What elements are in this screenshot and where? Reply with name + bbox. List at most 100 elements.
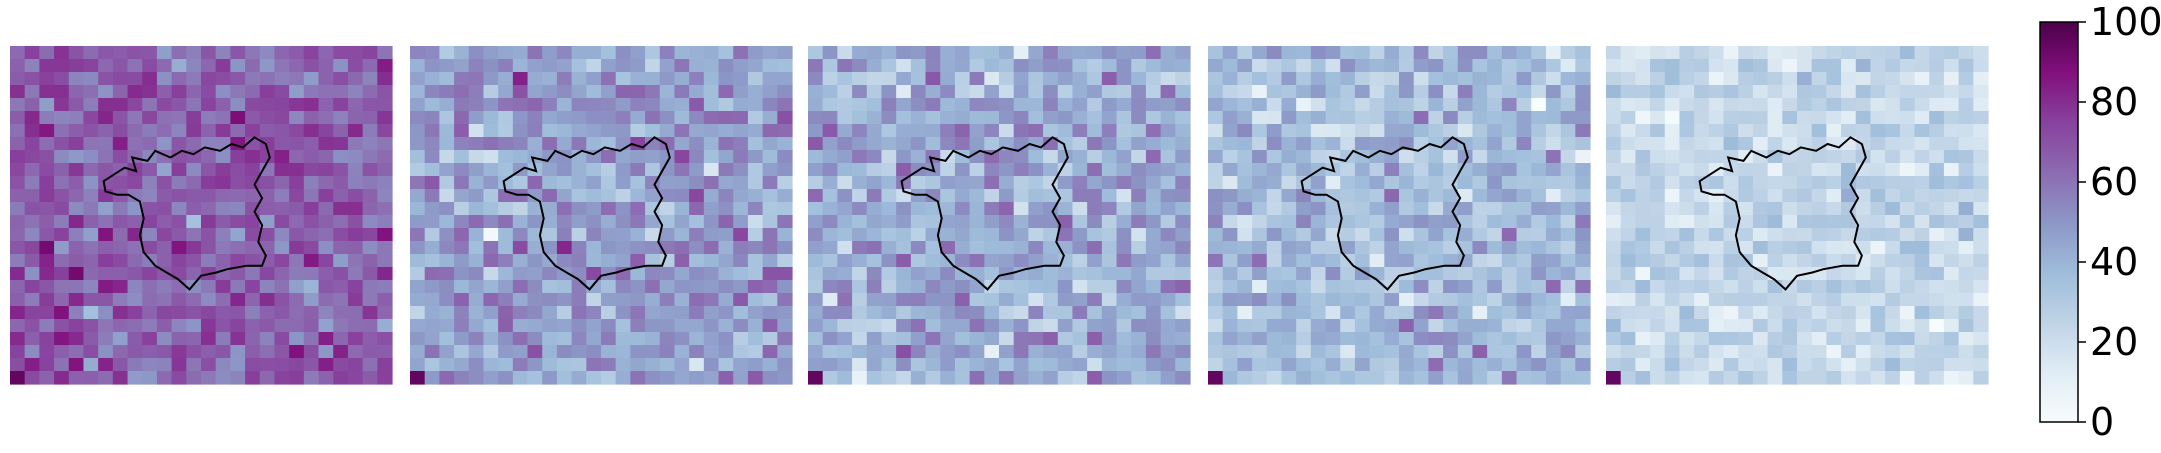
heatmap-cell <box>1943 280 1960 294</box>
heatmap-cell <box>1694 72 1710 86</box>
heatmap-cell <box>245 59 261 73</box>
heatmap-cell <box>674 150 690 164</box>
heatmap-cell <box>1087 59 1103 73</box>
heatmap-cell <box>215 306 231 320</box>
heatmap-cell <box>347 189 364 203</box>
heatmap-cell <box>777 72 793 86</box>
heatmap-cell <box>215 293 231 307</box>
heatmap-cell <box>703 241 720 255</box>
heatmap-cell <box>1782 267 1798 281</box>
heatmap-cell <box>347 46 364 60</box>
heatmap-cell <box>83 46 99 60</box>
heatmap-cell <box>1738 46 1754 60</box>
heatmap-cell <box>1208 137 1224 151</box>
heatmap-cell <box>1958 72 1974 86</box>
heatmap-cell <box>556 137 573 151</box>
heatmap-cell <box>1101 215 1118 229</box>
heatmap-cell <box>1958 241 1974 255</box>
heatmap-cell <box>674 241 690 255</box>
heatmap-cell <box>1723 319 1739 333</box>
heatmap-cell <box>601 358 617 372</box>
heatmap-cell <box>98 254 114 268</box>
heatmap-cell <box>54 293 70 307</box>
heatmap-cell <box>586 280 602 294</box>
heatmap-cell <box>54 163 70 177</box>
heatmap-cell <box>984 371 1000 385</box>
heatmap-cell <box>718 267 734 281</box>
heatmap-cell <box>1708 46 1725 60</box>
heatmap-cell <box>1516 332 1532 346</box>
heatmap-cell <box>1708 254 1725 268</box>
heatmap-cell <box>1841 228 1857 242</box>
heatmap-cell <box>112 228 129 242</box>
heatmap-cell <box>866 345 883 359</box>
heatmap-cell <box>1384 85 1400 99</box>
heatmap-cell <box>1606 111 1622 125</box>
heatmap-cell <box>1914 228 1930 242</box>
heatmap-cell <box>1310 267 1327 281</box>
heatmap-cell <box>1531 345 1547 359</box>
heatmap-cell <box>201 202 217 216</box>
heatmap-cell <box>1560 111 1576 125</box>
heatmap-cell <box>1043 137 1059 151</box>
heatmap-cell <box>969 202 985 216</box>
heatmap-cell <box>1841 280 1857 294</box>
heatmap-cell <box>542 111 558 125</box>
heatmap-cell <box>1487 150 1503 164</box>
heatmap-cell <box>984 332 1000 346</box>
heatmap-cell <box>1620 293 1636 307</box>
heatmap-cell <box>571 46 587 60</box>
heatmap-cell <box>1101 85 1118 99</box>
heatmap-cell <box>186 267 202 281</box>
heatmap-cell <box>1560 176 1576 190</box>
heatmap-cell <box>571 280 587 294</box>
heatmap-cell <box>1208 280 1224 294</box>
heatmap-cell <box>1057 215 1074 229</box>
heatmap-cell <box>1841 137 1857 151</box>
heatmap-cell <box>1811 85 1827 99</box>
heatmap-cell <box>1545 189 1562 203</box>
heatmap-cell <box>1620 319 1636 333</box>
heatmap-cell <box>881 358 897 372</box>
heatmap-cell <box>512 345 529 359</box>
heatmap-cell <box>718 111 734 125</box>
heatmap-cell <box>289 371 305 385</box>
heatmap-cell <box>1325 293 1341 307</box>
heatmap-cell <box>762 202 778 216</box>
heatmap-cell <box>1457 98 1474 112</box>
heatmap-cell <box>1973 176 1989 190</box>
heatmap-cell <box>1384 59 1400 73</box>
heatmap-cell <box>142 358 158 372</box>
heatmap-cell <box>1723 202 1739 216</box>
heatmap-cell <box>245 72 261 86</box>
heatmap-cell <box>215 124 231 138</box>
heatmap-cell <box>762 358 778 372</box>
heatmap-cell <box>1369 241 1385 255</box>
heatmap-cell <box>527 241 543 255</box>
heatmap-cell <box>984 345 1000 359</box>
heatmap-cell <box>1650 267 1666 281</box>
heatmap-cell <box>410 228 426 242</box>
heatmap-cell <box>377 72 393 86</box>
heatmap-cell <box>1443 371 1459 385</box>
heatmap-cell <box>1354 46 1371 60</box>
heatmap-cell <box>571 72 587 86</box>
heatmap-cell <box>1116 319 1132 333</box>
heatmap-cell <box>245 345 261 359</box>
heatmap-cell <box>112 59 129 73</box>
heatmap-cell <box>1841 150 1857 164</box>
heatmap-cell <box>747 241 764 255</box>
heatmap-cell <box>703 202 720 216</box>
heatmap-cell <box>1013 124 1029 138</box>
heatmap-cell <box>615 254 631 268</box>
heatmap-cell <box>1131 137 1147 151</box>
heatmap-cell <box>822 228 838 242</box>
heatmap-cell <box>347 137 364 151</box>
heatmap-cell <box>1885 150 1901 164</box>
heatmap-cell <box>1545 293 1562 307</box>
heatmap-cell <box>910 59 927 73</box>
heatmap-cell <box>318 150 334 164</box>
heatmap-cell <box>333 176 349 190</box>
heatmap-cell <box>542 358 558 372</box>
heatmap-cell <box>156 228 173 242</box>
